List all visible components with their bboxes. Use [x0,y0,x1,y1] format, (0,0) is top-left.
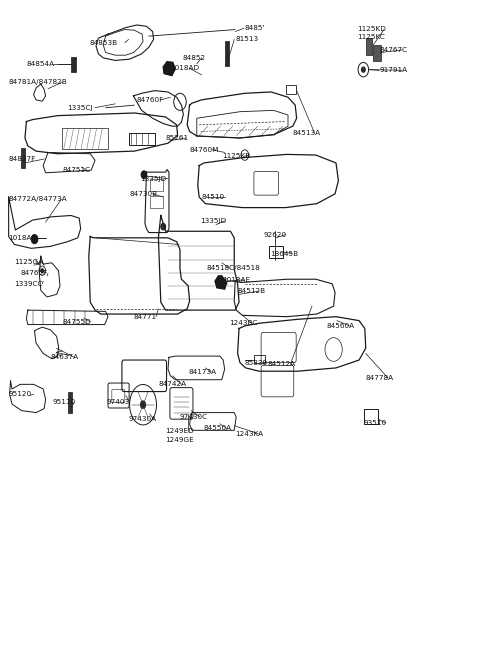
Text: 84751C: 84751C [62,166,91,173]
Polygon shape [215,276,227,289]
Text: 81513: 81513 [235,36,258,43]
Text: 1243BC: 1243BC [229,320,258,327]
Text: 84560A: 84560A [326,323,355,329]
Text: 93510: 93510 [364,420,387,426]
Bar [366,38,372,55]
Bar [150,196,163,208]
Text: 84852: 84852 [182,55,205,61]
Text: 84854A: 84854A [26,61,55,68]
Text: 84853B: 84853B [89,39,117,46]
Circle shape [31,235,38,244]
Text: 97403: 97403 [107,399,130,405]
Text: 84760M: 84760M [190,147,219,153]
Text: 84760F: 84760F [137,97,164,103]
Text: 84771: 84771 [133,313,156,320]
Text: 84637A: 84637A [50,354,79,361]
Text: 95110: 95110 [53,399,76,405]
Text: 1125KB: 1125KB [222,153,250,160]
Text: 1018AB: 1018AB [9,235,37,241]
Text: 1018AD: 1018AD [170,65,200,72]
Text: 1125KD: 1125KD [358,26,386,32]
Text: 1249GE: 1249GE [166,437,194,443]
Bar [62,128,108,149]
Text: 84512A: 84512A [268,361,296,367]
Bar [150,179,163,191]
Text: 84755D: 84755D [62,319,91,325]
Text: 84730B: 84730B [130,191,158,197]
Text: 85839: 85839 [245,359,268,366]
Text: 84550A: 84550A [204,425,232,432]
Text: 84513A: 84513A [293,129,321,136]
Text: 1249ED: 1249ED [166,428,194,434]
Circle shape [161,223,166,230]
Text: 84518C/84518: 84518C/84518 [206,265,260,271]
Text: 92620: 92620 [263,231,286,238]
Text: 1335JD: 1335JD [141,175,167,182]
Text: 8485': 8485' [245,24,265,31]
Bar [364,409,378,424]
Text: 1339CC: 1339CC [14,281,43,287]
Circle shape [41,269,44,273]
Text: 84781A/84782B: 84781A/84782B [9,79,67,85]
Text: 91791A: 91791A [379,67,408,74]
Text: 95120: 95120 [9,391,32,397]
Bar [254,355,265,363]
Text: 1335JD: 1335JD [201,217,227,224]
Text: 84772A/84773A: 84772A/84773A [9,196,67,202]
Text: 84742A: 84742A [158,381,187,388]
Text: 84512B: 84512B [237,288,265,294]
Bar [129,133,155,145]
Text: 97430A: 97430A [129,416,157,422]
Text: 84765F: 84765F [20,270,48,277]
Bar [71,57,76,72]
Text: 84767C: 84767C [379,47,408,53]
Bar [286,85,296,94]
Text: 18645B: 18645B [270,250,298,257]
Text: 84778A: 84778A [366,374,394,381]
Text: 1018AE: 1018AE [222,277,250,283]
Bar [68,392,72,413]
Bar [269,246,283,258]
Text: 1243KA: 1243KA [235,430,264,437]
Circle shape [141,171,147,179]
Text: 1125KC: 1125KC [358,34,385,40]
Text: 97430C: 97430C [179,413,207,420]
Text: 84510: 84510 [202,194,225,200]
Circle shape [140,401,146,409]
Bar [225,41,229,66]
Text: 1125GA: 1125GA [14,259,44,265]
Text: 84173A: 84173A [189,369,217,375]
Text: 85261: 85261 [166,135,189,141]
Polygon shape [163,62,175,76]
Text: 1335CJ: 1335CJ [67,104,93,111]
Bar [373,45,381,61]
Text: 84837F: 84837F [9,156,36,162]
Circle shape [361,67,365,72]
Bar [21,148,25,168]
